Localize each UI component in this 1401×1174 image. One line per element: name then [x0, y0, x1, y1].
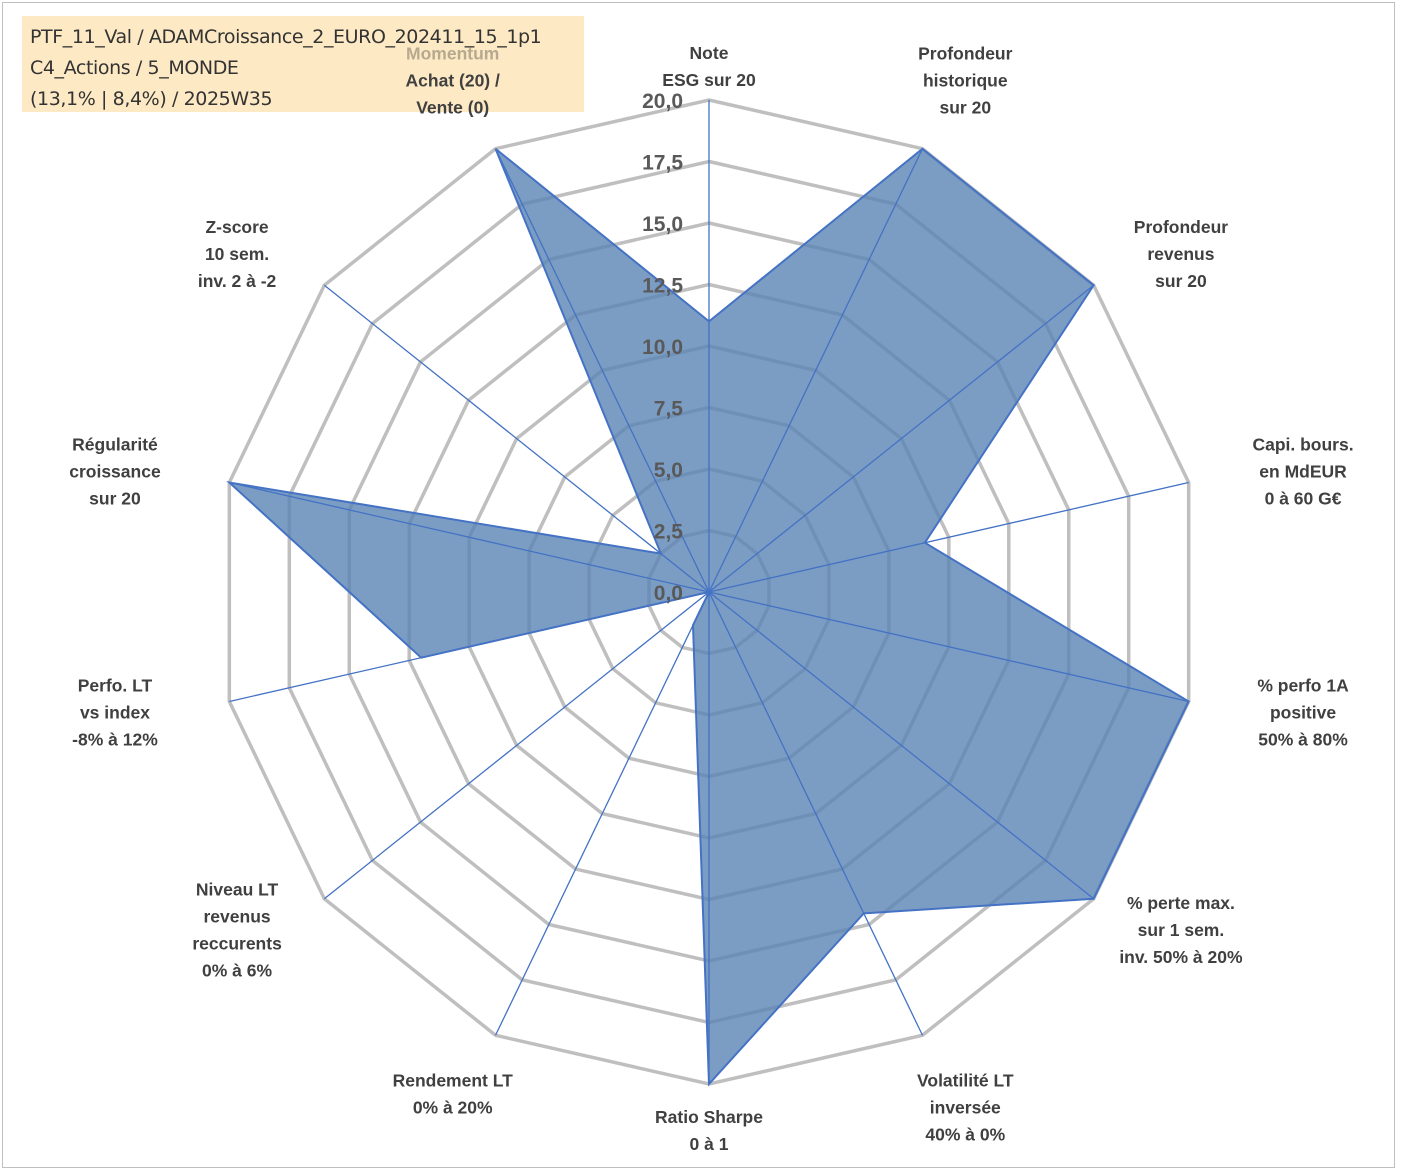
axis-label-line: -8% à 12%: [72, 730, 158, 750]
axis-spoke: [494, 591, 710, 1036]
axis-spoke: [323, 591, 710, 900]
axis-label: Régularité croissance sur 20: [69, 434, 161, 508]
axis-label-line: % perte max.: [1127, 893, 1235, 913]
tick-label: 20,0: [642, 90, 683, 113]
axis-spoke: [229, 591, 710, 703]
axis-label-line: reccurents: [192, 933, 282, 953]
axis-spoke: [708, 481, 1189, 593]
tick-label: 7,5: [654, 398, 684, 421]
portfolio-info-line-3: (13,1% | 8,4%) / 2025W35: [30, 88, 273, 110]
axis-label-line: Achat (20) /: [406, 71, 500, 91]
axis-label-line: croissance: [69, 461, 161, 481]
axis-label: Profondeur revenus sur 20: [1134, 217, 1228, 291]
axis-label: Note ESG sur 20: [662, 43, 756, 90]
axis-label-line: Volatilité LT: [917, 1070, 1014, 1090]
axis-label-line: sur 1 sem.: [1138, 920, 1225, 940]
axis-label: Volatilité LT inversée 40% à 0%: [917, 1070, 1014, 1144]
axis-spoke: [708, 148, 924, 593]
tick-label: 2,5: [654, 521, 684, 544]
axis-label-line: sur 20: [89, 488, 141, 508]
axis-label: Niveau LT revenus reccurents 0% à 6%: [192, 879, 282, 980]
axis-label-line: Vente (0): [416, 98, 489, 118]
axis-label-line: Momentum: [406, 44, 499, 64]
axis-label-line: positive: [1270, 703, 1336, 723]
radial-tick-labels: 0,0 2,5 5,0 7,5 10,0 12,5 15,0 17,5 20,0: [642, 90, 683, 605]
tick-label: 15,0: [642, 213, 683, 236]
axis-label-line: 0% à 6%: [202, 960, 272, 980]
axis-spoke: [494, 148, 710, 593]
axis-label-line: Régularité: [72, 434, 158, 454]
tick-label: 12,5: [642, 275, 683, 298]
axis-label-line: vs index: [80, 703, 150, 723]
tick-label: 17,5: [642, 152, 683, 175]
axis-label-line: inversée: [930, 1097, 1001, 1117]
portfolio-info-line-1: PTF_11_Val / ADAMCroissance_2_EURO_20241…: [30, 26, 542, 48]
axis-labels: Note ESG sur 20 Profondeur historique sur 20…: [69, 43, 1353, 1154]
axis-spoke: [708, 591, 924, 1036]
axis-label-line: Capi. bours.: [1252, 434, 1353, 454]
axis-label-line: sur 20: [1155, 271, 1207, 291]
axis-label: % perfo 1A positive 50% à 80%: [1257, 676, 1349, 750]
axis-label-line: 10 sem.: [205, 244, 269, 264]
axis-label-line: historique: [923, 71, 1008, 91]
axis-label-line: inv. 2 à -2: [198, 271, 277, 291]
axis-label: Perfo. LT vs index -8% à 12%: [72, 676, 158, 750]
axis-label: Momentum Achat (20) / Vente (0): [406, 44, 500, 118]
axis-label-line: % perfo 1A: [1257, 676, 1349, 696]
axis-label-line: ESG sur 20: [662, 70, 756, 90]
radar-spokes: [229, 100, 1189, 1084]
tick-label: 10,0: [642, 336, 683, 359]
axis-label-line: en MdEUR: [1259, 461, 1347, 481]
axis-spoke: [323, 284, 710, 593]
axis-label-line: 0 à 1: [690, 1134, 729, 1154]
axis-label: Z-score 10 sem. inv. 2 à -2: [198, 217, 277, 291]
axis-label-line: Z-score: [205, 217, 268, 237]
axis-label: Capi. bours. en MdEUR 0 à 60 G€: [1252, 434, 1353, 508]
axis-label-line: revenus: [1147, 244, 1214, 264]
axis-label: Rendement LT 0% à 20%: [393, 1070, 514, 1117]
axis-label-line: Niveau LT: [196, 879, 279, 899]
axis-label-line: inv. 50% à 20%: [1119, 947, 1243, 967]
axis-label: Ratio Sharpe 0 à 1: [655, 1107, 763, 1154]
portfolio-info-line-2: C4_Actions / 5_MONDE: [30, 57, 239, 79]
axis-label-line: sur 20: [940, 98, 992, 118]
axis-label: % perte max. sur 1 sem. inv. 50% à 20%: [1119, 893, 1243, 967]
axis-spoke: [229, 481, 710, 593]
axis-label-line: 0% à 20%: [413, 1097, 493, 1117]
axis-label-line: 40% à 0%: [925, 1124, 1005, 1144]
axis-label-line: Note: [690, 43, 729, 63]
portfolio-info-box: PTF_11_Val / ADAMCroissance_2_EURO_20241…: [22, 16, 584, 112]
axis-spoke: [708, 591, 1189, 703]
axis-label-line: 0 à 60 G€: [1265, 488, 1342, 508]
axis-label-line: 50% à 80%: [1258, 730, 1348, 750]
axis-spoke: [708, 591, 1095, 900]
axis-label-line: Ratio Sharpe: [655, 1107, 763, 1127]
axis-spoke: [708, 284, 1095, 593]
axis-label-line: Perfo. LT: [78, 676, 153, 696]
axis-label: Profondeur historique sur 20: [918, 44, 1012, 118]
axis-label-line: revenus: [204, 906, 271, 926]
axis-label-line: Profondeur: [1134, 217, 1228, 237]
axis-label-line: Rendement LT: [393, 1070, 514, 1090]
tick-label: 5,0: [654, 459, 683, 482]
axis-label-line: Profondeur: [918, 44, 1012, 64]
tick-label: 0,0: [654, 582, 683, 605]
